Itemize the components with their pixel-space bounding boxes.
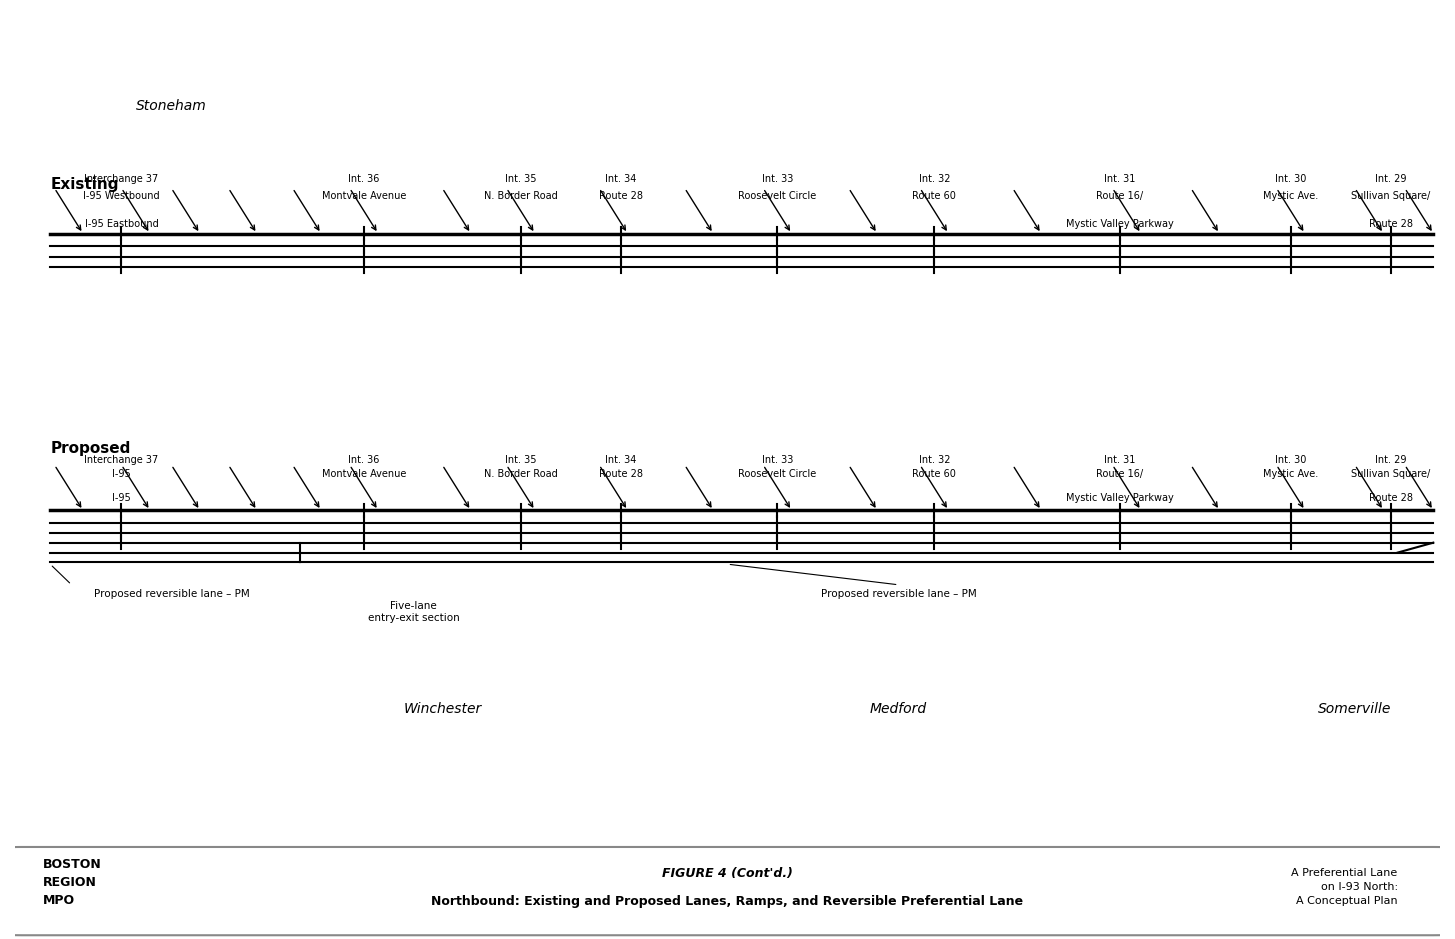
Text: Route 16/: Route 16/: [1096, 470, 1144, 479]
Text: Route 16/: Route 16/: [1096, 191, 1144, 201]
Text: Route 60: Route 60: [912, 191, 956, 201]
Text: Stoneham: Stoneham: [135, 99, 207, 113]
Text: Int. 30: Int. 30: [1275, 174, 1307, 184]
Text: Route 28: Route 28: [1369, 219, 1413, 229]
Text: Sullivan Square/: Sullivan Square/: [1350, 470, 1430, 479]
Text: Proposed: Proposed: [49, 441, 131, 456]
Text: Proposed reversible lane – PM: Proposed reversible lane – PM: [93, 589, 249, 599]
Text: Int. 35: Int. 35: [505, 174, 537, 184]
Text: Interchange 37: Interchange 37: [84, 174, 159, 184]
Text: I-95 Eastbound: I-95 Eastbound: [84, 219, 159, 229]
Text: Int. 29: Int. 29: [1375, 455, 1407, 465]
Text: Proposed reversible lane – PM: Proposed reversible lane – PM: [821, 589, 976, 599]
Text: Sullivan Square/: Sullivan Square/: [1350, 191, 1430, 201]
Text: Northbound: Existing and Proposed Lanes, Ramps, and Reversible Preferential Lane: Northbound: Existing and Proposed Lanes,…: [432, 895, 1023, 908]
Text: I-95: I-95: [112, 493, 131, 503]
Text: I-95: I-95: [112, 470, 131, 479]
Text: Somerville: Somerville: [1318, 701, 1391, 716]
Text: Int. 33: Int. 33: [762, 455, 793, 465]
Text: Route 60: Route 60: [912, 470, 956, 479]
Text: Int. 34: Int. 34: [605, 174, 636, 184]
Text: Int. 30: Int. 30: [1275, 455, 1307, 465]
Text: Int. 32: Int. 32: [918, 174, 950, 184]
Text: Mystic Ave.: Mystic Ave.: [1263, 470, 1318, 479]
Text: Roosevelt Circle: Roosevelt Circle: [738, 470, 816, 479]
Text: Int. 34: Int. 34: [605, 455, 636, 465]
Text: FIGURE 4 (Cont'd.): FIGURE 4 (Cont'd.): [662, 867, 793, 880]
Text: Winchester: Winchester: [403, 701, 482, 716]
Text: A Preferential Lane
on I-93 North:
A Conceptual Plan: A Preferential Lane on I-93 North: A Con…: [1292, 869, 1398, 906]
Text: Int. 32: Int. 32: [918, 455, 950, 465]
Text: Five-lane
entry-exit section: Five-lane entry-exit section: [368, 601, 460, 623]
Text: Mystic Valley Parkway: Mystic Valley Parkway: [1065, 219, 1174, 229]
Text: N. Border Road: N. Border Road: [485, 191, 557, 201]
Text: Montvale Avenue: Montvale Avenue: [322, 191, 406, 201]
Text: Roosevelt Circle: Roosevelt Circle: [738, 191, 816, 201]
Text: Montvale Avenue: Montvale Avenue: [322, 470, 406, 479]
Text: Route 28: Route 28: [598, 191, 643, 201]
Text: Int. 35: Int. 35: [505, 455, 537, 465]
Text: Mystic Valley Parkway: Mystic Valley Parkway: [1065, 493, 1174, 503]
Text: Interchange 37: Interchange 37: [84, 455, 159, 465]
Text: Medford: Medford: [870, 701, 927, 716]
Text: Int. 31: Int. 31: [1104, 455, 1135, 465]
Text: Route 28: Route 28: [598, 470, 643, 479]
Text: N. Border Road: N. Border Road: [485, 470, 557, 479]
Text: Int. 36: Int. 36: [348, 174, 380, 184]
Text: Mystic Ave.: Mystic Ave.: [1263, 191, 1318, 201]
Text: Int. 29: Int. 29: [1375, 174, 1407, 184]
Text: Route 28: Route 28: [1369, 493, 1413, 503]
Text: BOSTON
REGION
MPO: BOSTON REGION MPO: [44, 858, 102, 907]
Text: Int. 36: Int. 36: [348, 455, 380, 465]
Text: Int. 33: Int. 33: [762, 174, 793, 184]
Text: Int. 31: Int. 31: [1104, 174, 1135, 184]
Text: I-95 Westbound: I-95 Westbound: [83, 191, 160, 201]
Text: Existing: Existing: [49, 177, 119, 192]
